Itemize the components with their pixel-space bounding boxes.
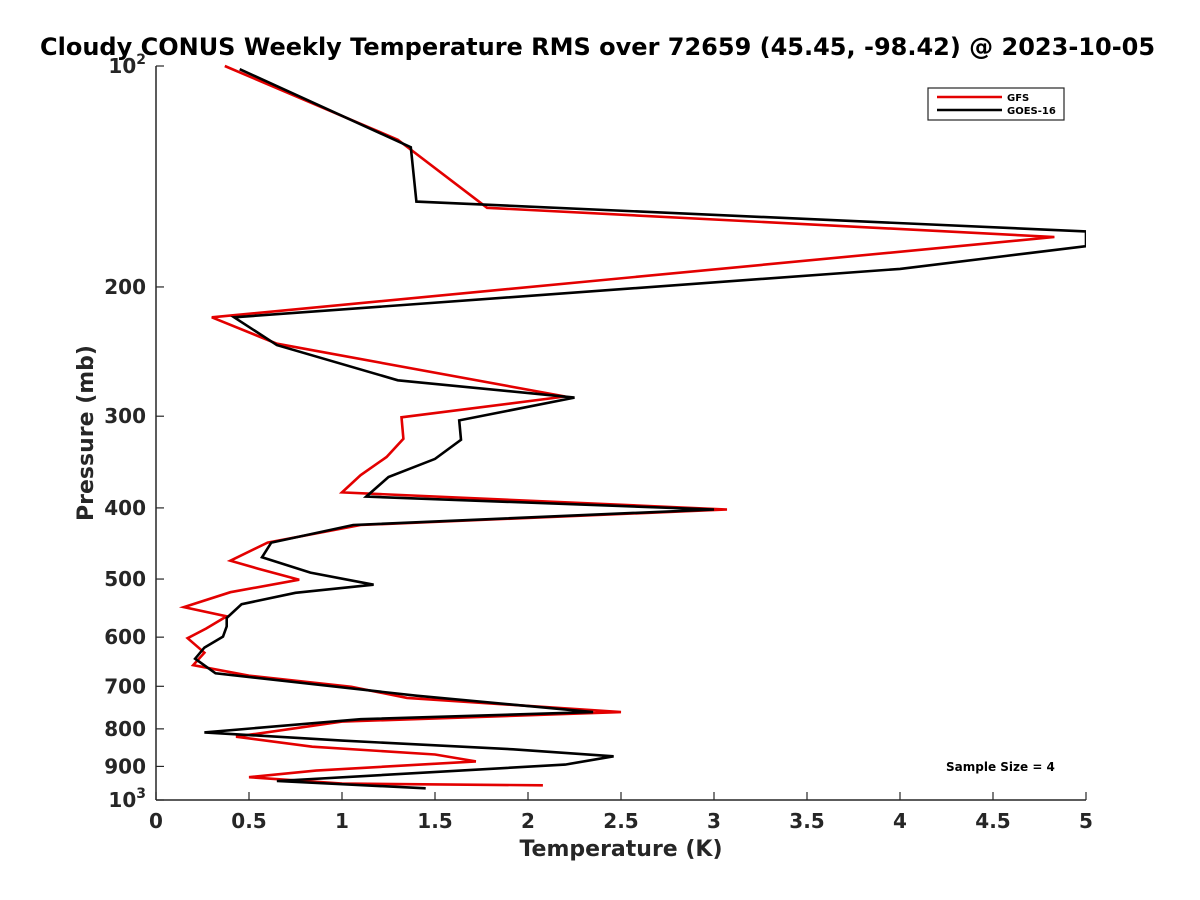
legend-box [927,87,1065,121]
y-tick-label: 600 [104,625,146,649]
y-tick-label: 300 [104,404,146,428]
x-axis-ticks: 0 0.5 1 1.5 2 2.5 3 3.5 4 4.5 5 [149,792,1093,833]
chart-title: Cloudy CONUS Weekly Temperature RMS over… [40,33,1155,61]
x-tick-label: 5 [1079,809,1093,833]
series-line-gfs [178,64,1055,787]
x-tick-label: 3 [707,809,721,833]
x-tick-label: 3.5 [789,809,824,833]
series-line-goes16 [193,68,1086,790]
x-tick-label: 0.5 [231,809,266,833]
y-tick-label: 200 [104,275,146,299]
x-tick-label: 2.5 [603,809,638,833]
y-tick-label: 103 [108,786,146,812]
x-tick-label: 4.5 [975,809,1010,833]
y-tick-label: 400 [104,496,146,520]
x-axis-label: Temperature (K) [519,837,722,862]
y-tick-label: 900 [104,754,146,778]
y-tick-label: 102 [108,52,146,78]
x-tick-label: 2 [521,809,535,833]
x-tick-label: 4 [893,809,907,833]
y-axis-ticks: 102 200 300 400 500 600 700 800 900 103 [104,52,164,812]
x-tick-label: 1 [335,809,349,833]
y-tick-label: 800 [104,717,146,741]
y-tick-label: 500 [104,567,146,591]
legend-label-gfs: GFS [1007,93,1029,104]
sample-size-annotation: Sample Size = 4 [946,760,1055,774]
legend: GFS GOES-16 [927,87,1065,121]
x-tick-label: 1.5 [417,809,452,833]
y-axis-label: Pressure (mb) [74,345,99,521]
legend-label-goes16: GOES-16 [1007,106,1056,117]
series-layer [178,64,1086,790]
y-tick-label: 700 [104,674,146,698]
x-tick-label: 0 [149,809,163,833]
